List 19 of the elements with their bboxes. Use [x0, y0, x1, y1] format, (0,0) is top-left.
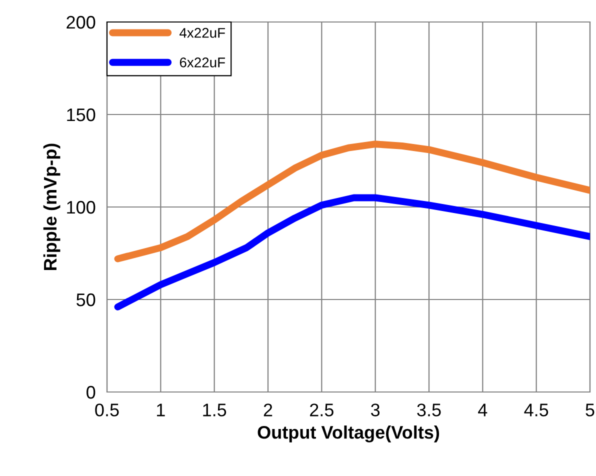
legend-label: 6x22uF — [180, 58, 225, 68]
x-tick-label: 3.5 — [417, 404, 441, 416]
x-tick-label: 2.5 — [310, 404, 334, 416]
y-tick-label: 50 — [76, 293, 96, 306]
x-tick-label: 2 — [264, 404, 272, 416]
y-tick-label: 100 — [67, 200, 96, 214]
x-tick-label: 5 — [586, 404, 594, 416]
y-axis-title: Ripple (mVp-p) — [43, 144, 60, 270]
x-tick-label: 1.5 — [203, 404, 226, 416]
x-tick-label: 3 — [371, 404, 380, 416]
x-axis-title: Output Voltage(Volts) — [258, 426, 440, 442]
legend-label: 4x22uF — [180, 28, 225, 38]
x-tick-label: 0.5 — [95, 404, 119, 416]
y-tick-label: 150 — [67, 108, 96, 122]
x-tick-label: 1 — [157, 404, 165, 416]
x-tick-label: 4 — [478, 404, 488, 416]
x-tick-label: 4.5 — [524, 404, 548, 416]
y-tick-label: 200 — [66, 16, 96, 29]
y-tick-label: 0 — [86, 386, 96, 399]
